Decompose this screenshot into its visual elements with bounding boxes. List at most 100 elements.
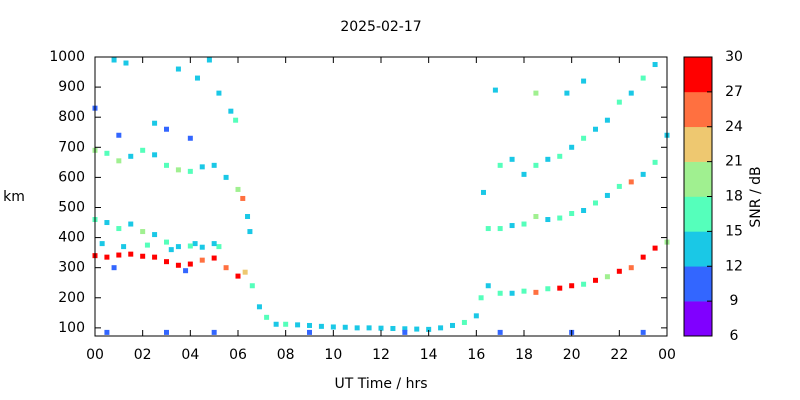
data-point [545, 286, 551, 292]
data-point [242, 269, 248, 275]
y-axis-label: km [3, 189, 25, 205]
data-point [216, 90, 222, 96]
data-point [593, 277, 598, 283]
data-point [140, 253, 146, 259]
x-tick-label: 12 [372, 347, 390, 363]
y-tick-label: 700 [58, 139, 85, 155]
data-point [557, 153, 563, 159]
data-point [318, 323, 324, 329]
data-point [497, 162, 503, 168]
data-point [187, 243, 193, 249]
x-tick-label: 16 [467, 347, 485, 363]
data-point [354, 325, 360, 331]
colorbar-segment [684, 57, 712, 93]
data-point [569, 283, 575, 289]
data-point [249, 283, 255, 289]
data-point [450, 322, 455, 328]
x-axis-label: UT Time / hrs [334, 376, 427, 392]
data-point [199, 164, 205, 170]
data-point [628, 265, 634, 271]
data-point [652, 159, 658, 165]
colorbar-segment [684, 301, 712, 337]
data-point [175, 244, 181, 250]
data-point [581, 78, 587, 84]
data-point [557, 215, 563, 221]
data-point [652, 245, 658, 251]
data-point [557, 285, 563, 291]
data-point [366, 325, 372, 331]
data-point [104, 329, 110, 335]
data-point [104, 220, 110, 226]
data-point [211, 162, 217, 168]
colorbar-segment [684, 266, 712, 302]
y-tick-label: 1000 [49, 49, 85, 65]
colorbar-tick-label: 15 [725, 223, 743, 239]
data-point [164, 126, 169, 132]
y-tick-label: 300 [58, 260, 85, 276]
data-point [187, 168, 193, 174]
data-point [233, 117, 239, 123]
data-point [485, 226, 491, 232]
data-point [111, 265, 117, 271]
data-point [509, 156, 515, 162]
x-tick-label: 20 [563, 347, 581, 363]
data-point [533, 162, 539, 168]
data-point [390, 325, 396, 331]
data-point [480, 189, 486, 195]
x-tick-label: 10 [324, 347, 342, 363]
data-point [569, 211, 575, 217]
x-tick-label: 08 [277, 347, 295, 363]
y-tick-label: 200 [58, 290, 85, 306]
data-point [581, 207, 587, 213]
data-point [211, 241, 217, 247]
data-point [116, 158, 122, 164]
x-tick-label: 22 [610, 347, 628, 363]
data-point [273, 321, 279, 327]
data-point [378, 325, 384, 331]
data-point [545, 156, 551, 162]
y-tick-label: 400 [58, 230, 85, 246]
data-point [121, 244, 127, 250]
data-point [581, 281, 587, 287]
data-point [478, 295, 484, 301]
data-point [104, 254, 110, 260]
data-point [140, 147, 146, 153]
data-point [604, 274, 610, 280]
data-point [168, 247, 174, 253]
data-point [175, 167, 181, 173]
data-point [628, 90, 634, 96]
data-point [307, 329, 312, 335]
x-tick-label: 04 [181, 347, 199, 363]
data-point [497, 329, 503, 335]
data-point [485, 283, 491, 289]
data-point [628, 179, 634, 185]
data-point [223, 265, 229, 271]
y-tick-label: 800 [58, 109, 85, 125]
x-tick-label: 02 [134, 347, 152, 363]
data-point [521, 171, 527, 177]
data-point [652, 62, 658, 68]
data-point [473, 313, 479, 319]
data-point [164, 162, 169, 168]
data-point [183, 268, 189, 274]
colorbar-segment [684, 91, 712, 128]
data-point [123, 60, 129, 66]
y-tick-label: 900 [58, 79, 85, 95]
data-point [128, 153, 134, 159]
data-point [414, 326, 420, 332]
data-point [533, 214, 539, 220]
colorbar-label: SNR / dB [748, 166, 764, 227]
x-tick-label: 00 [658, 347, 676, 363]
data-point [128, 251, 134, 257]
colorbar-segment [684, 161, 712, 197]
data-point [438, 325, 444, 331]
data-point [240, 195, 246, 201]
data-point [521, 288, 527, 294]
data-point [187, 135, 193, 141]
data-point [497, 226, 503, 232]
colorbar-segment [684, 196, 712, 232]
data-point [116, 226, 122, 232]
data-point [342, 324, 348, 330]
colorbar-tick-label: 27 [725, 84, 743, 100]
data-point [533, 90, 539, 96]
